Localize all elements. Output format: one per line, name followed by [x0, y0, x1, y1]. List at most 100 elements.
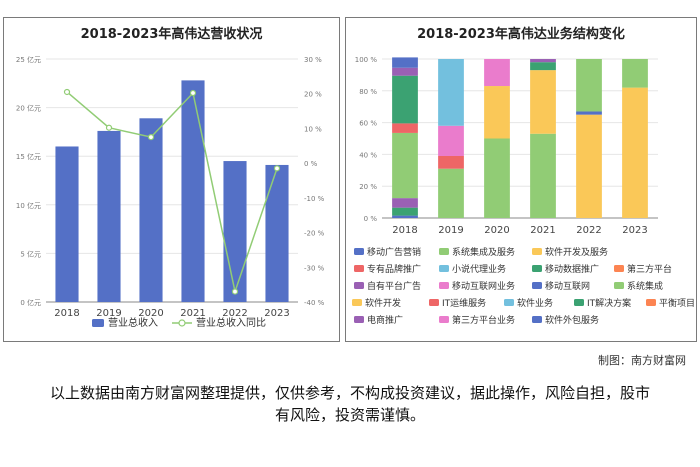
stack-segment — [392, 215, 418, 218]
legend-swatch — [354, 316, 364, 323]
left-chart-title: 2018-2023年高伟达营收状况 — [80, 27, 263, 42]
structure-chart: 0 % 20 % 40 % 60 % 80 % 100 % 2018 2019 2020 2021… — [352, 56, 695, 326]
stack-segment — [530, 59, 556, 63]
yoy-point — [273, 165, 281, 172]
stack-segment — [438, 59, 464, 126]
legend-label: 移动互联网业务 — [452, 280, 515, 292]
legend-label: 电商推广 — [367, 314, 403, 326]
stack-segment — [392, 67, 418, 76]
left-chart-panel: 2018-2023年高伟达营收状况 0 亿元 5 亿元 10 亿元 15 亿元 20 亿… — [3, 17, 340, 342]
legend-label: 移动广告营销 — [367, 246, 421, 258]
stack-segment — [622, 87, 648, 219]
x-tick-label: 2020 — [484, 225, 509, 236]
right-chart-panel: 2018-2023年高伟达业务结构变化 0 % 20 % 40 % 60 % 80 % 1… — [345, 17, 697, 342]
yoy-point — [147, 134, 155, 141]
legend-label: IT解决方案 — [587, 297, 631, 309]
legend-swatch-revenue — [92, 319, 104, 327]
x-tick-label: 2018 — [54, 308, 79, 319]
stack-segment — [392, 198, 418, 208]
revenue-bar — [181, 80, 205, 302]
legend-swatch — [504, 299, 514, 306]
stack-segment — [530, 62, 556, 71]
yoy-point — [105, 124, 113, 131]
legend-swatch — [354, 265, 364, 272]
legend-swatch — [532, 248, 542, 255]
y2-tick-label: 20 % — [304, 91, 322, 99]
stack-segment — [576, 59, 602, 112]
legend-label: 小说代理业务 — [452, 263, 506, 275]
legend-label: 专有品牌推广 — [367, 263, 421, 275]
legend-swatch — [646, 299, 656, 306]
legend-swatch — [354, 248, 364, 255]
stack-segment — [392, 132, 418, 199]
legend-swatch — [429, 299, 439, 306]
y2-tick-label: -20 % — [304, 230, 325, 238]
y2-tick-label: -40 % — [304, 299, 325, 307]
revenue-bar — [265, 164, 289, 302]
legend-swatch — [614, 282, 624, 289]
yoy-point — [231, 288, 239, 295]
legend-swatch — [439, 282, 449, 289]
stack-segment — [530, 70, 556, 134]
legend-swatch — [614, 265, 624, 272]
stack-segment — [576, 114, 602, 218]
yoy-point — [63, 88, 71, 96]
y-tick-label: 80 % — [359, 88, 377, 96]
legend-label: 软件外包服务 — [545, 314, 599, 326]
y2-tick-label: -10 % — [304, 195, 325, 203]
stack-segment — [576, 111, 602, 115]
stack-segment — [484, 59, 510, 87]
legend-swatch — [532, 282, 542, 289]
y2-tick-label: -30 % — [304, 264, 325, 272]
legend-swatch — [532, 316, 542, 323]
legend-swatch — [439, 316, 449, 323]
legend-label: 第三方平台 — [627, 263, 672, 275]
stack-segment — [438, 155, 464, 169]
x-tick-label: 2020 — [138, 308, 163, 319]
legend-marker-yoy — [178, 319, 186, 327]
revenue-bar — [223, 161, 247, 302]
y-tick-label: 0 亿元 — [20, 298, 41, 307]
y-tick-label: 60 % — [359, 120, 377, 128]
revenue-chart: 0 亿元 5 亿元 10 亿元 15 亿元 20 亿元 25 亿元 -40 % -30 % -2… — [16, 55, 325, 329]
chart-credit: 制图：南方财富网 — [598, 354, 686, 367]
legend-label-revenue: 营业总收入 — [108, 316, 158, 329]
legend-swatch — [354, 282, 364, 289]
stack-segment — [622, 59, 648, 88]
y-tick-label: 10 亿元 — [16, 201, 41, 210]
stack-segment — [392, 207, 418, 216]
legend-label: 软件开发及服务 — [545, 246, 608, 258]
y-tick-label: 100 % — [355, 56, 378, 64]
yoy-line — [66, 91, 278, 295]
x-tick-label: 2022 — [576, 225, 601, 236]
legend-label: 移动数据推广 — [545, 263, 599, 275]
stack-segment — [392, 123, 418, 133]
y2-tick-label: 30 % — [304, 56, 322, 64]
y2-tick-label: 0 % — [304, 160, 318, 168]
x-tick-label: 2021 — [530, 225, 555, 236]
legend-label: 第三方平台业务 — [452, 314, 515, 326]
y-tick-label: 0 % — [364, 215, 378, 223]
legend-swatch — [574, 299, 584, 306]
legend-label: 平衡项目 — [659, 297, 695, 309]
stack-segment — [392, 57, 418, 68]
legend-swatch — [439, 265, 449, 272]
x-tick-label: 2018 — [392, 225, 417, 236]
yoy-point — [189, 89, 197, 97]
legend-label: 移动互联网 — [545, 280, 590, 292]
y2-tick-label: 10 % — [304, 125, 322, 133]
revenue-bar — [97, 130, 121, 302]
legend-swatch — [352, 299, 362, 306]
right-chart-title: 2018-2023年高伟达业务结构变化 — [417, 27, 625, 42]
legend-swatch — [532, 265, 542, 272]
x-tick-label: 2019 — [438, 225, 463, 236]
revenue-bar — [139, 118, 163, 303]
x-tick-label: 2021 — [180, 308, 205, 319]
x-tick-label: 2022 — [222, 308, 247, 319]
stack-segment — [438, 125, 464, 156]
stack-segment — [484, 86, 510, 139]
stack-segment — [392, 75, 418, 124]
stack-segment — [438, 168, 464, 218]
legend-label: 系统集成 — [627, 280, 663, 292]
y-tick-label: 15 亿元 — [16, 152, 41, 161]
